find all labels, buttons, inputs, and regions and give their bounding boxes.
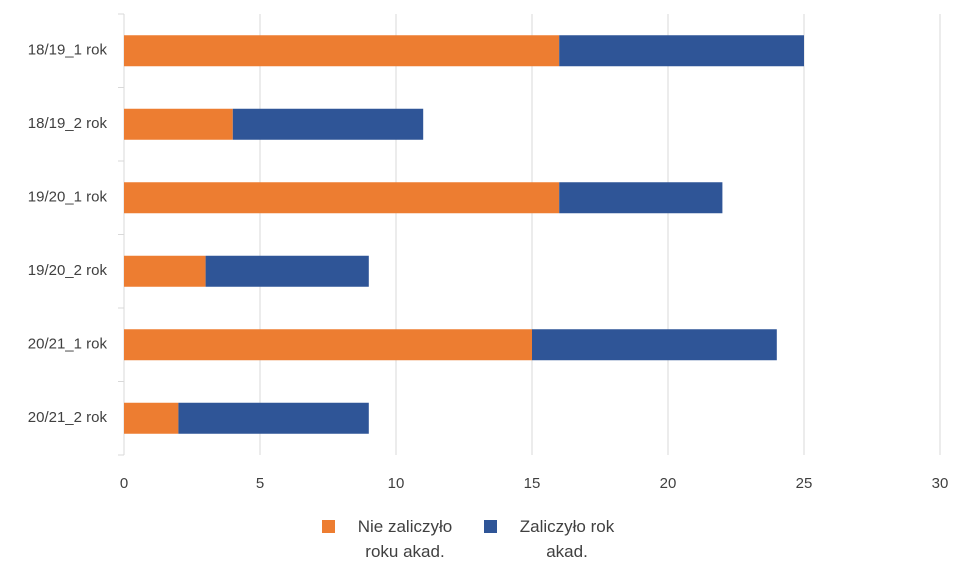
bar-zaliczylo-2 bbox=[559, 182, 723, 214]
y-tick-label-5: 20/21_2 rok bbox=[28, 409, 108, 426]
bar-zaliczylo-0 bbox=[559, 35, 804, 67]
bar-zaliczylo-3 bbox=[205, 255, 369, 287]
x-tick-label-0: 0 bbox=[120, 475, 128, 492]
x-tick-label-30: 30 bbox=[932, 475, 949, 492]
x-tick-label-10: 10 bbox=[388, 475, 405, 492]
bar-zaliczylo-4 bbox=[532, 329, 777, 361]
chart-legend: Nie zaliczyło roku akad. Zaliczyło rok a… bbox=[0, 514, 954, 564]
x-tick-label-20: 20 bbox=[660, 475, 677, 492]
legend-swatch-zaliczylo bbox=[484, 520, 497, 533]
bar-nie-zaliczylo-3 bbox=[124, 255, 206, 287]
y-tick-label-1: 18/19_2 rok bbox=[28, 115, 108, 132]
legend-swatch-nie-zaliczylo bbox=[322, 520, 335, 533]
legend-item-nie-zaliczylo: Nie zaliczyło roku akad. bbox=[322, 514, 470, 564]
legend-label-nie-zaliczylo: Nie zaliczyło roku akad. bbox=[357, 517, 453, 561]
legend-item-zaliczylo: Zaliczyło rok akad. bbox=[484, 514, 632, 564]
y-tick-label-3: 19/20_2 rok bbox=[28, 262, 108, 279]
bar-nie-zaliczylo-1 bbox=[124, 108, 233, 140]
bar-zaliczylo-5 bbox=[178, 402, 369, 434]
x-tick-label-5: 5 bbox=[256, 475, 264, 492]
x-tick-label-15: 15 bbox=[524, 475, 541, 492]
bar-nie-zaliczylo-0 bbox=[124, 35, 560, 67]
y-tick-label-4: 20/21_1 rok bbox=[28, 336, 108, 353]
bar-nie-zaliczylo-2 bbox=[124, 182, 560, 214]
x-tick-label-25: 25 bbox=[796, 475, 813, 492]
bar-zaliczylo-1 bbox=[232, 108, 424, 140]
bar-nie-zaliczylo-5 bbox=[124, 402, 179, 434]
bar-nie-zaliczylo-4 bbox=[124, 329, 532, 361]
y-tick-label-0: 18/19_1 rok bbox=[28, 42, 108, 59]
legend-label-zaliczylo: Zaliczyło rok akad. bbox=[519, 517, 615, 561]
y-tick-label-2: 19/20_1 rok bbox=[28, 189, 108, 206]
